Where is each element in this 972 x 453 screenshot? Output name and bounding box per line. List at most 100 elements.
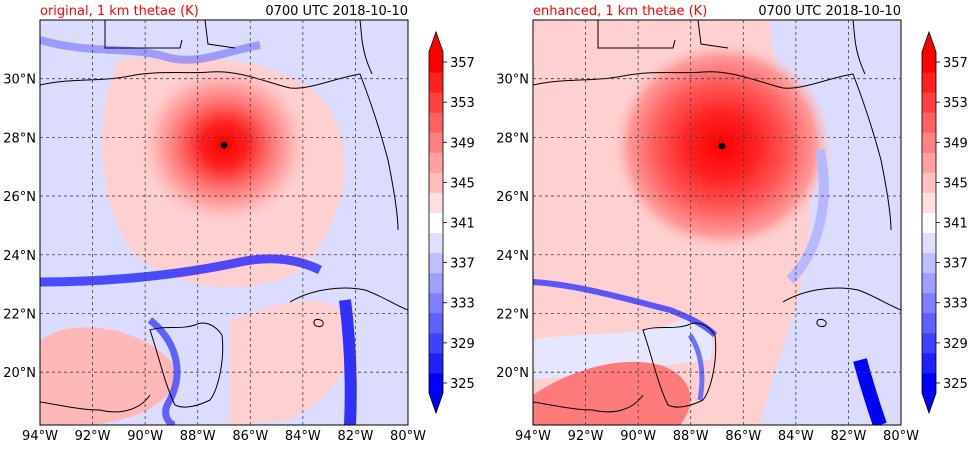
colorbar-level [429,72,443,93]
cool-spiral [786,149,829,284]
panel-original: original, 1 km thetae (K) 0700 UTC 2018-… [3,4,475,444]
colorbar-tick-label: 337 [450,257,475,272]
colorbar-tick-label: 333 [450,297,475,312]
colorbar-tick-label: 333 [943,297,968,312]
colorbar-level [922,72,936,93]
x-tick-label: 92°W [75,429,111,444]
colorbar-level [429,372,443,394]
colorbar-tick-label: 353 [450,96,475,111]
colorbar-tick-label: 357 [450,56,475,71]
cold-filament [147,317,181,425]
storm-center-marker [718,142,726,150]
warm-tongue-2 [230,301,352,425]
y-tick-label: 26°N [3,190,36,205]
x-tick-label: 80°W [390,429,426,444]
colorbar-level [922,112,936,133]
x-tick-label: 82°W [337,429,373,444]
y-tick-label: 28°N [3,131,36,146]
x-tick-label: 92°W [568,429,604,444]
panel-subtitle: 0700 UTC 2018-10-10 [265,4,408,19]
colorbar-tick-label: 349 [943,136,968,151]
colorbar-tick-label: 329 [450,337,475,352]
y-tick-label: 22°N [496,307,529,322]
panel-title: enhanced, 1 km thetae (K) [533,4,707,19]
colorbar-level [429,172,443,193]
cold-north [40,36,261,64]
x-tick-label: 82°W [830,429,866,444]
y-tick-label: 24°N [496,249,529,264]
colorbar-level [429,52,443,73]
x-tick-label: 86°W [725,429,761,444]
colorbar-level [922,92,936,113]
panel-enhanced: enhanced, 1 km thetae (K) 0700 UTC 2018-… [496,4,968,444]
colorbar-level [922,232,936,254]
colorbar-levels [428,30,444,415]
x-tick-label: 94°W [515,429,551,444]
coastline [40,20,408,413]
x-tick-label: 88°W [180,429,216,444]
warm-tongue [40,327,176,425]
map-axes: 94°W 92°W 90°W 88°W 86°W 84°W 82°W 80°W 20°N 22°N… [496,73,919,444]
cold-strip-east [339,299,357,425]
colorbar-tick-label: 345 [450,176,475,191]
panel-title: original, 1 km thetae (K) [40,4,199,19]
colorbar-tick-label: 357 [943,56,968,71]
colorbar-tick-label: 341 [450,217,475,232]
x-tick-label: 88°W [673,429,709,444]
graticule [40,20,408,425]
colorbar-level [922,252,936,274]
colorbar-level [429,252,443,274]
x-tick-label: 84°W [778,429,814,444]
y-tick-label: 30°N [496,73,529,88]
y-tick-label: 22°N [3,307,36,322]
colorbar-level [429,112,443,133]
colorbar-tick-label: 349 [450,136,475,151]
y-tick-label: 26°N [496,190,529,205]
colorbar-level [922,372,936,394]
colorbar-level [429,132,443,153]
colorbar-outline [428,30,444,415]
colorbar-tick-label: 353 [943,96,968,111]
colorbar-level [429,212,443,234]
warm-southwest [533,361,691,425]
colorbar-level [429,332,443,354]
colorbar-ticks: 325 329 333 337 341 345 349 353 357 [443,56,475,392]
x-tick-label: 90°W [620,429,656,444]
colorbar-extend-max [429,32,443,52]
colorbar-level [922,52,936,73]
colorbar-level [922,332,936,354]
map-area: 94°W 92°W 90°W 88°W 86°W 84°W 82°W 80°W 20°N 22°N… [496,19,919,444]
colorbar-ticks: 325 329 333 337 341 345 349 353 357 [936,56,968,392]
x-tick-label: 86°W [232,429,268,444]
colorbar-extend-min [429,393,443,413]
colorbar-level [922,152,936,173]
colorbar-level [429,152,443,173]
y-tick-label: 28°N [496,131,529,146]
y-tick-label: 24°N [3,249,36,264]
colorbar-tick-label: 325 [943,377,968,392]
colorbar-level [922,272,936,294]
colorbar-level [922,192,936,213]
cold-band [533,279,718,338]
graticule [533,20,901,425]
colorbar-level [922,352,936,374]
x-tick-label: 90°W [127,429,163,444]
x-tick-label: 80°W [883,429,919,444]
cold-strip-east [853,358,887,425]
y-tick-label: 20°N [496,366,529,381]
colorbar-levels [921,30,937,415]
colorbar-outline [921,30,937,415]
colorbar-tick-label: 337 [943,257,968,272]
colorbar-level [429,92,443,113]
colorbar-tick-label: 329 [943,337,968,352]
colorbar-level [429,292,443,314]
colorbar-level [922,172,936,193]
storm-center-marker [220,141,228,149]
panel-subtitle: 0700 UTC 2018-10-10 [758,4,901,19]
colorbar: 325 329 333 337 341 345 349 353 357 [921,30,968,415]
map-frame [39,19,409,426]
cool-southwest [533,319,713,380]
cold-filament [687,333,705,401]
map-area: 94°W 92°W 90°W 88°W 86°W 84°W 82°W 80°W 20°N 22°N… [3,19,426,444]
